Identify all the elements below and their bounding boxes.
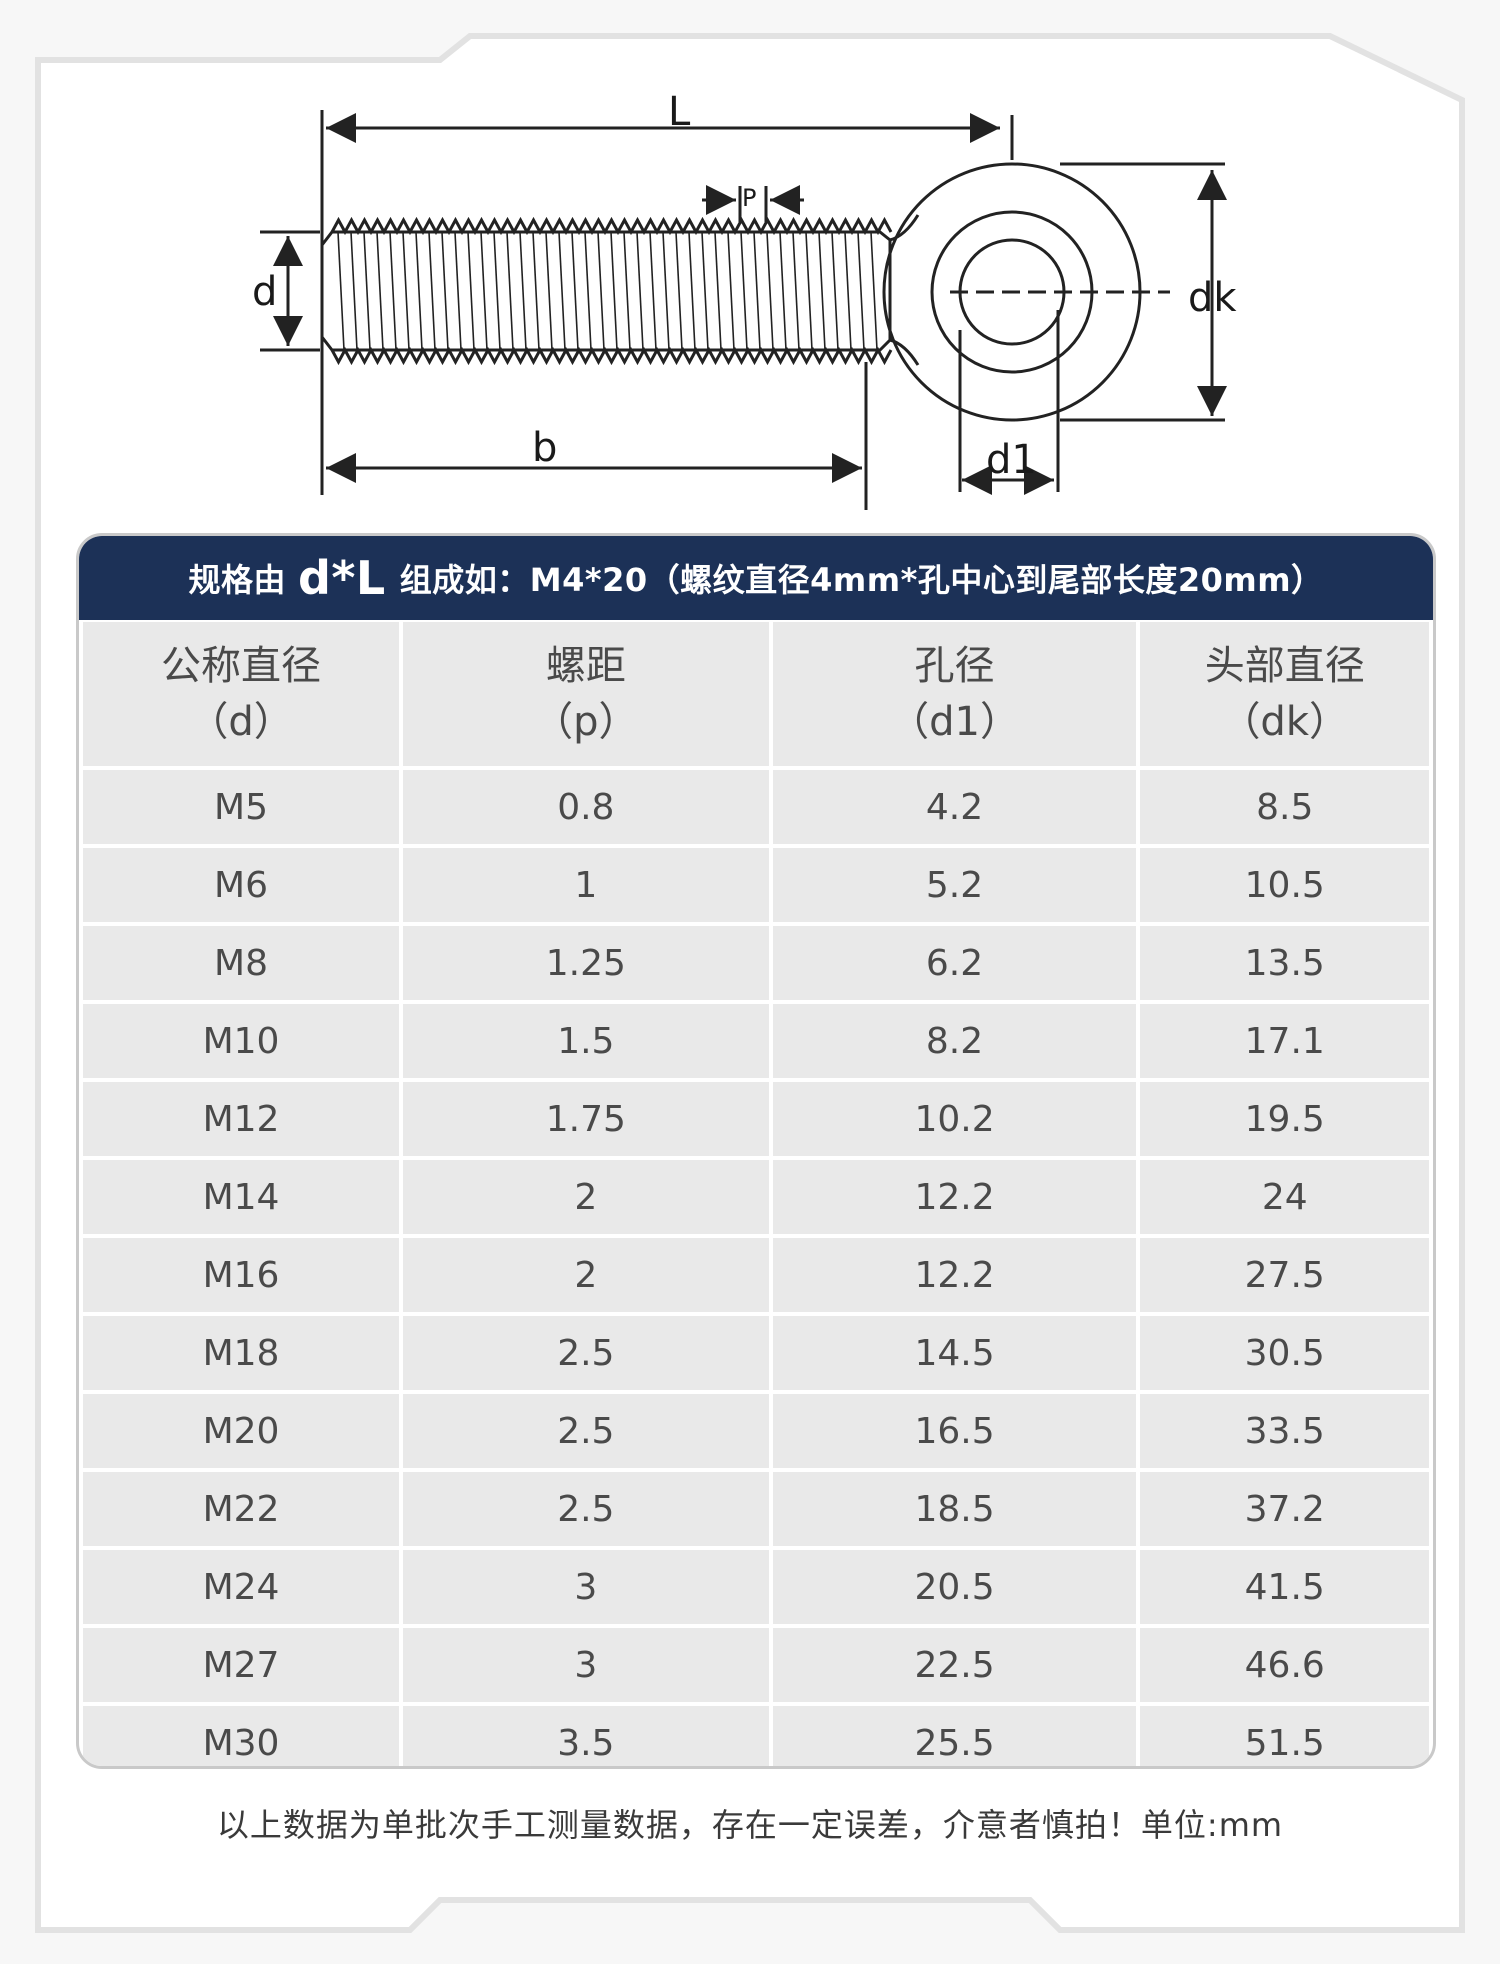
table-cell: 14.5 [772, 1316, 1137, 1390]
table-row: M10 1.5 8.2 17.1 [83, 1004, 1429, 1078]
table-cell: M20 [83, 1394, 400, 1468]
table-cell: 1.25 [403, 926, 769, 1000]
header-hole-diameter: 孔径 （d1） [772, 622, 1137, 766]
table-cell: 1.5 [403, 1004, 769, 1078]
dimension-label-L: L [668, 89, 691, 135]
table-row: M20 2.5 16.5 33.5 [83, 1394, 1429, 1468]
spec-banner: 规格由 d*L 组成如：M4*20（螺纹直径4mm*孔中心到尾部长度20mm） [79, 536, 1433, 620]
table-cell: 2.5 [403, 1394, 769, 1468]
table-cell: 33.5 [1140, 1394, 1429, 1468]
table-cell: M5 [83, 770, 400, 844]
table-row: M24 3 20.5 41.5 [83, 1550, 1429, 1624]
header-pitch: 螺距 （p） [403, 622, 769, 766]
table-cell: 10.5 [1140, 848, 1429, 922]
table-cell: 20.5 [772, 1550, 1137, 1624]
table-cell: 13.5 [1140, 926, 1429, 1000]
table-cell: M10 [83, 1004, 400, 1078]
table-cell: 16.5 [772, 1394, 1137, 1468]
header-name: 孔径 [914, 643, 995, 689]
table-cell: 4.2 [772, 770, 1137, 844]
spec-table: 公称直径 （d） 螺距 （p） 孔径 （d1） 头部直径 （dk） M5 0.8 4.2 8.… [79, 618, 1433, 1766]
header-symbol: （p） [533, 699, 639, 745]
table-row: M14 2 12.2 24 [83, 1160, 1429, 1234]
table-row: M27 3 22.5 46.6 [83, 1628, 1429, 1702]
table-cell: 37.2 [1140, 1472, 1429, 1546]
dimension-label-d: d [252, 269, 278, 315]
table-cell: 2.5 [403, 1316, 769, 1390]
header-name: 螺距 [545, 643, 626, 689]
spec-table-card: 规格由 d*L 组成如：M4*20（螺纹直径4mm*孔中心到尾部长度20mm） … [76, 533, 1436, 1769]
table-cell: M14 [83, 1160, 400, 1234]
dimension-label-dk: dk [1188, 275, 1237, 321]
table-cell: 30.5 [1140, 1316, 1429, 1390]
measurement-footnote: 以上数据为单批次手工测量数据，存在一定误差，介意者慎拍！单位:mm [216, 1806, 1284, 1844]
table-cell: 8.5 [1140, 770, 1429, 844]
table-cell: 2.5 [403, 1472, 769, 1546]
table-header-row: 公称直径 （d） 螺距 （p） 孔径 （d1） 头部直径 （dk） [83, 622, 1429, 766]
header-symbol: （dk） [1220, 699, 1349, 745]
table-cell: 0.8 [403, 770, 769, 844]
table-cell: 3 [403, 1550, 769, 1624]
table-row: M8 1.25 6.2 13.5 [83, 926, 1429, 1000]
table-cell: M30 [83, 1706, 400, 1766]
table-cell: 6.2 [772, 926, 1137, 1000]
dimension-label-d1: d1 [986, 437, 1037, 483]
table-cell: 22.5 [772, 1628, 1137, 1702]
header-name: 公称直径 [161, 643, 322, 689]
table-row: M18 2.5 14.5 30.5 [83, 1316, 1429, 1390]
table-row: M22 2.5 18.5 37.2 [83, 1472, 1429, 1546]
table-cell: M24 [83, 1550, 400, 1624]
banner-formula: d*L [297, 551, 386, 605]
table-cell: 41.5 [1140, 1550, 1429, 1624]
table-cell: 5.2 [772, 848, 1137, 922]
table-cell: 18.5 [772, 1472, 1137, 1546]
table-cell: 12.2 [772, 1238, 1137, 1312]
table-cell: 8.2 [772, 1004, 1137, 1078]
banner-prefix: 规格由 [188, 561, 286, 599]
table-row: M16 2 12.2 27.5 [83, 1238, 1429, 1312]
table-cell: 2 [403, 1238, 769, 1312]
table-cell: 25.5 [772, 1706, 1137, 1766]
table-cell: 3 [403, 1628, 769, 1702]
header-symbol: （d1） [889, 699, 1020, 745]
table-cell: 46.6 [1140, 1628, 1429, 1702]
table-cell: M8 [83, 926, 400, 1000]
table-row: M6 1 5.2 10.5 [83, 848, 1429, 922]
table-cell: 1.75 [403, 1082, 769, 1156]
table-row: M30 3.5 25.5 51.5 [83, 1706, 1429, 1766]
table-cell: 24 [1140, 1160, 1429, 1234]
table-cell: 1 [403, 848, 769, 922]
table-cell: 19.5 [1140, 1082, 1429, 1156]
table-cell: M27 [83, 1628, 400, 1702]
table-cell: 27.5 [1140, 1238, 1429, 1312]
table-cell: 17.1 [1140, 1004, 1429, 1078]
table-cell: M6 [83, 848, 400, 922]
header-name: 头部直径 [1204, 643, 1365, 689]
dimension-label-b: b [532, 425, 558, 471]
table-row: M12 1.75 10.2 19.5 [83, 1082, 1429, 1156]
table-cell: 3.5 [403, 1706, 769, 1766]
header-nominal-diameter: 公称直径 （d） [83, 622, 400, 766]
table-cell: M22 [83, 1472, 400, 1546]
table-cell: 12.2 [772, 1160, 1137, 1234]
header-head-diameter: 头部直径 （dk） [1140, 622, 1429, 766]
eye-bolt-diagram [260, 110, 1227, 510]
table-cell: 10.2 [772, 1082, 1137, 1156]
header-symbol: （d） [188, 699, 294, 745]
table-cell: M16 [83, 1238, 400, 1312]
table-cell: M18 [83, 1316, 400, 1390]
table-cell: M12 [83, 1082, 400, 1156]
banner-suffix: 组成如：M4*20（螺纹直径4mm*孔中心到尾部长度20mm） [399, 561, 1324, 599]
table-cell: 2 [403, 1160, 769, 1234]
dimension-label-p: P [742, 184, 757, 212]
table-row: M5 0.8 4.2 8.5 [83, 770, 1429, 844]
table-cell: 51.5 [1140, 1706, 1429, 1766]
